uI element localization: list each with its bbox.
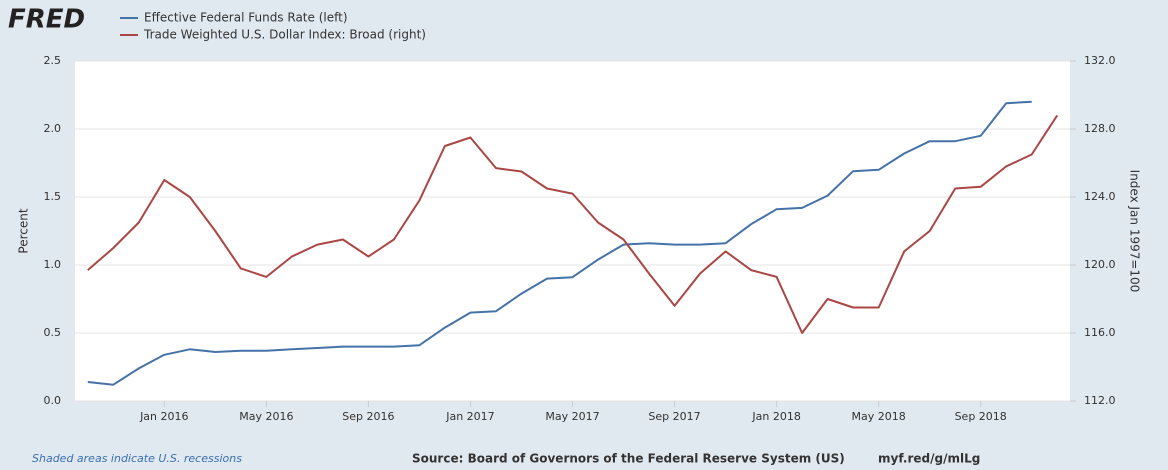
note: Shaded areas indicate U.S. recessions <box>32 452 242 465</box>
legend-label: Effective Federal Funds Rate (left) <box>144 11 348 25</box>
y2-tick-label: 124.0 <box>1084 190 1116 203</box>
x-tick-label: Jan 2018 <box>751 410 800 423</box>
y2-tick-label: 112.0 <box>1084 394 1116 407</box>
x-tick-label: Sep 2018 <box>955 410 1007 423</box>
y2-tick-label: 132.0 <box>1084 54 1116 67</box>
y2-axis-title: Index Jan 1997=100 <box>1128 170 1142 293</box>
series-line <box>87 114 1059 334</box>
x-tick-label: May 2017 <box>545 410 599 423</box>
link: myf.red/g/mlLg <box>878 452 980 466</box>
y-tick-label: 1.5 <box>44 190 62 203</box>
x-tick-label: May 2016 <box>239 410 293 423</box>
y-tick-label: 0.5 <box>44 326 62 339</box>
logo: FRED <box>8 5 85 35</box>
source: Source: Board of Governors of the Federa… <box>412 452 845 466</box>
y-axis-title: Percent <box>17 208 31 253</box>
y-tick-label: 2.5 <box>44 54 62 67</box>
legend-label: Trade Weighted U.S. Dollar Index: Broad … <box>143 28 426 42</box>
x-tick-label: May 2018 <box>852 410 906 423</box>
y-tick-label: 0.0 <box>44 394 62 407</box>
x-tick-label: Sep 2016 <box>342 410 394 423</box>
y2-tick-label: 116.0 <box>1084 326 1116 339</box>
x-tick-label: Jan 2017 <box>445 410 494 423</box>
series-line <box>87 100 1032 386</box>
plot-area <box>75 61 1070 401</box>
x-tick-label: Sep 2017 <box>648 410 700 423</box>
y2-tick-label: 120.0 <box>1084 258 1116 271</box>
x-tick-label: Jan 2016 <box>139 410 188 423</box>
y-tick-label: 1.0 <box>44 258 62 271</box>
y2-tick-label: 128.0 <box>1084 122 1116 135</box>
y-tick-label: 2.0 <box>44 122 62 135</box>
